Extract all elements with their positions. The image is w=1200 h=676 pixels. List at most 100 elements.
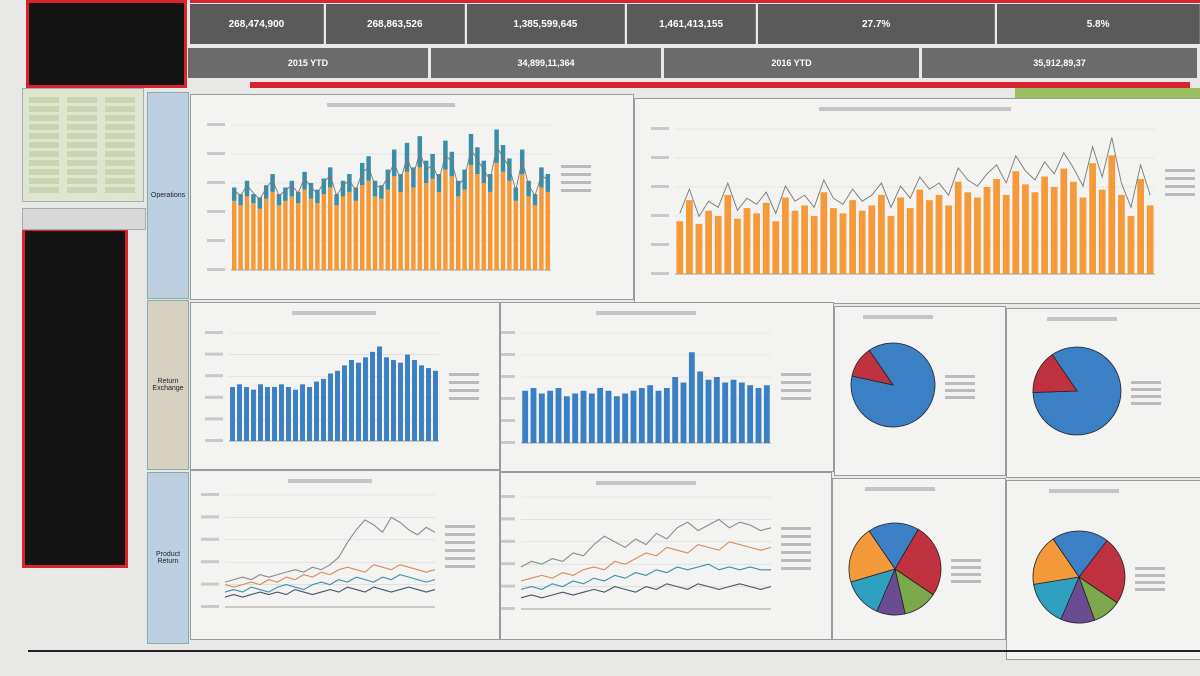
table-cell[interactable] <box>29 124 59 130</box>
bar <box>791 210 799 274</box>
table-cell[interactable] <box>67 106 97 112</box>
bar <box>1002 194 1010 274</box>
bar <box>563 396 570 443</box>
bar <box>391 360 396 441</box>
bar <box>263 198 269 270</box>
table-cell[interactable] <box>29 169 59 175</box>
bar <box>363 357 368 441</box>
table-cell[interactable] <box>29 133 59 139</box>
table-cell[interactable] <box>67 169 97 175</box>
bar <box>1050 187 1058 274</box>
table-cell[interactable] <box>105 187 135 193</box>
chart-title <box>863 315 933 319</box>
table-cell[interactable] <box>29 142 59 148</box>
y-tick-label <box>497 375 515 378</box>
bar <box>377 346 382 441</box>
table-cell[interactable] <box>105 106 135 112</box>
bar <box>526 196 531 270</box>
pie-slice <box>894 528 942 596</box>
bar <box>539 167 544 188</box>
bar <box>954 181 962 274</box>
bar <box>734 218 741 274</box>
kpi-value: 27.7% <box>758 4 996 44</box>
filter-table[interactable] <box>22 88 144 202</box>
table-cell[interactable] <box>105 133 135 139</box>
bar <box>801 205 808 274</box>
table-cell[interactable] <box>67 178 97 184</box>
chart-title <box>819 107 1011 111</box>
table-cell[interactable] <box>67 124 97 130</box>
legend-entry <box>781 567 811 570</box>
legend-entry <box>951 566 981 569</box>
bar <box>830 208 837 274</box>
y-tick-label <box>201 560 219 564</box>
bar <box>238 194 243 206</box>
bar <box>449 176 455 270</box>
bar <box>289 196 295 270</box>
legend-entry <box>945 382 975 385</box>
pie-slice <box>1032 354 1078 393</box>
bar <box>481 183 487 270</box>
bar <box>349 360 354 441</box>
table-cell[interactable] <box>29 187 59 193</box>
table-cell[interactable] <box>29 106 59 112</box>
table-cell[interactable] <box>67 151 97 157</box>
bar <box>423 160 429 183</box>
tab-return-exchange[interactable]: Return Exchange <box>147 300 189 470</box>
table-cell[interactable] <box>105 142 135 148</box>
bar <box>475 174 480 270</box>
bar <box>555 388 562 443</box>
bar <box>513 200 519 270</box>
accent-green-bar <box>1015 88 1200 100</box>
table-cell[interactable] <box>105 115 135 121</box>
kpi-row-secondary: 2015 YTD 34,899,11,364 2016 YTD 35,912,8… <box>188 48 1200 78</box>
bar <box>1108 155 1116 274</box>
table-cell[interactable] <box>105 151 135 157</box>
table-cell[interactable] <box>29 97 59 103</box>
bar <box>580 390 587 443</box>
pie-slice <box>851 349 894 386</box>
table-cell[interactable] <box>29 151 59 157</box>
chart-panel-4 <box>497 302 834 472</box>
table-cell[interactable] <box>105 124 135 130</box>
y-tick-label <box>497 331 515 334</box>
table-cell[interactable] <box>29 178 59 184</box>
pie-slice <box>1032 538 1080 585</box>
bar <box>335 370 340 441</box>
table-cell[interactable] <box>105 160 135 166</box>
pie-slice <box>1033 576 1080 620</box>
table-cell[interactable] <box>67 142 97 148</box>
table-cell[interactable] <box>67 97 97 103</box>
bar <box>293 389 298 441</box>
table-cell[interactable] <box>67 115 97 121</box>
bar <box>572 393 579 443</box>
bar <box>462 169 467 190</box>
tab-product-return[interactable]: Product Return <box>147 472 189 644</box>
table-cell[interactable] <box>67 160 97 166</box>
bar <box>705 379 712 443</box>
kpi-row-primary: 268,474,900 268,863,526 1,385,599,645 1,… <box>190 4 1200 44</box>
legend-entry <box>781 551 811 554</box>
bar <box>430 178 435 270</box>
table-cell[interactable] <box>67 133 97 139</box>
bar <box>613 396 620 443</box>
table-cell[interactable] <box>29 115 59 121</box>
legend-entry <box>951 580 981 583</box>
legend-entry <box>1131 395 1161 398</box>
bar <box>964 192 972 274</box>
table-cell[interactable] <box>105 97 135 103</box>
bar <box>1098 189 1106 274</box>
bar <box>513 187 519 201</box>
table-cell[interactable] <box>29 160 59 166</box>
y-tick-label <box>207 181 225 184</box>
table-cell[interactable] <box>105 169 135 175</box>
bar <box>676 221 684 274</box>
bar <box>455 196 461 270</box>
tab-operations[interactable]: Operations <box>147 92 189 299</box>
table-cell[interactable] <box>105 178 135 184</box>
pie-slice <box>848 530 896 583</box>
y-tick-label <box>651 243 669 246</box>
bar <box>289 180 295 197</box>
legend-entry <box>445 549 475 552</box>
table-cell[interactable] <box>67 187 97 193</box>
